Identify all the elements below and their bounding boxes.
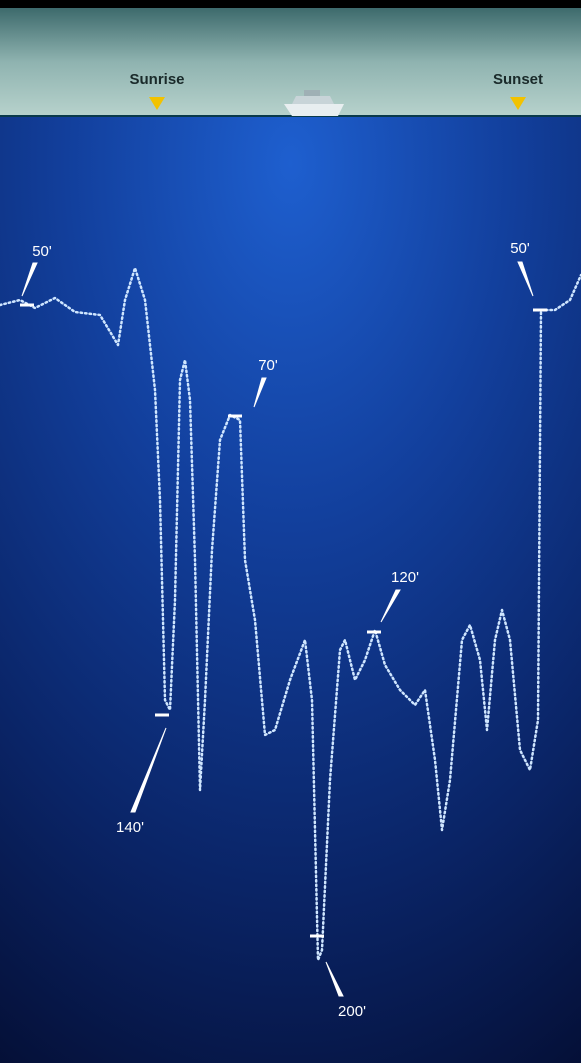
depth-label: 70' <box>258 357 278 374</box>
sky <box>0 8 581 116</box>
top-border <box>0 0 581 8</box>
illustration: Sunrise Sunset 50' 70' 120' 140' 200' 50' <box>0 0 581 1063</box>
marker-label: Sunset <box>493 71 543 88</box>
depth-label: 50' <box>510 240 530 257</box>
depth-label: 50' <box>32 243 52 260</box>
sea <box>0 116 581 1063</box>
depth-label: 120' <box>391 569 419 586</box>
depth-label: 140' <box>116 819 144 836</box>
marker-label: Sunrise <box>129 71 184 88</box>
depth-label: 200' <box>338 1003 366 1020</box>
